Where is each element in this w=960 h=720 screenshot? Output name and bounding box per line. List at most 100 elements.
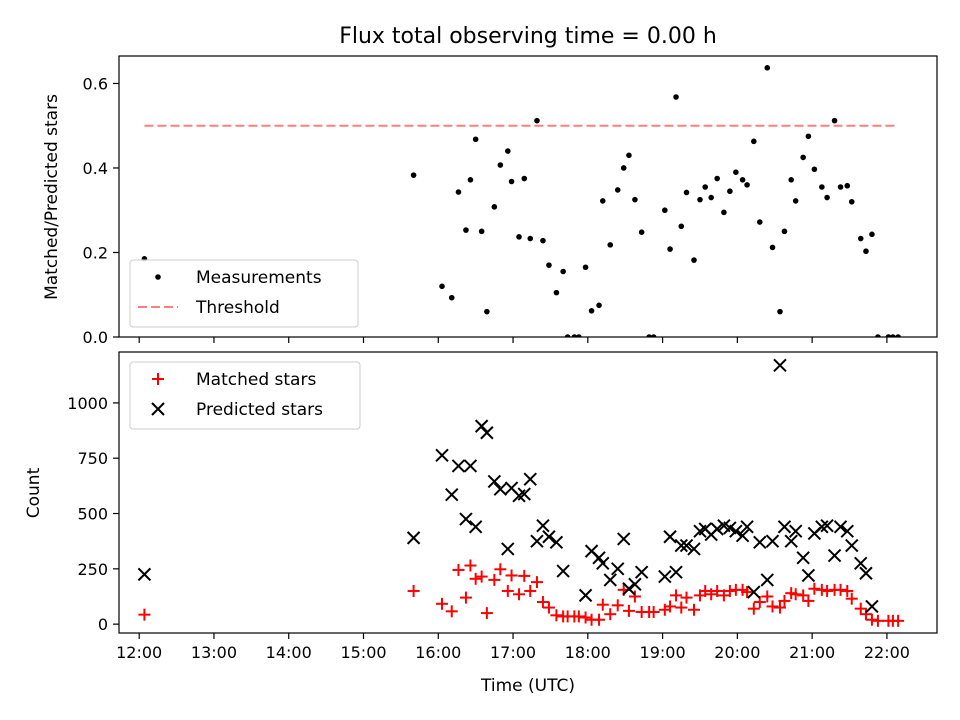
ratio-point-dot <box>744 182 750 188</box>
count-y-tick-label: 500 <box>77 505 108 524</box>
count-point-x-b <box>603 573 617 587</box>
count-point-plus <box>628 590 641 603</box>
count-point-plus <box>871 614 884 627</box>
count-point-x-b <box>729 524 743 538</box>
ratio-point-dot <box>646 334 652 337</box>
count-point-x-b <box>634 565 649 579</box>
count-point-x <box>445 488 459 502</box>
count-point-x-b <box>592 551 606 565</box>
count-point-x <box>729 524 743 538</box>
ratio-legend-label: Threshold <box>195 298 280 318</box>
count-point-plus <box>821 584 834 597</box>
count-point-x-b <box>840 524 854 538</box>
count-point-x-b <box>451 459 466 473</box>
x-tick-label: 17:00 <box>490 643 536 662</box>
ratio-y-axis-label: Matched/Predicted stars <box>42 94 62 300</box>
count-point-x-b <box>487 474 502 489</box>
count-point-x-b <box>760 573 774 587</box>
count-point-x <box>501 542 515 556</box>
ratio-point-dot <box>837 184 844 190</box>
count-point-x <box>833 520 848 534</box>
count-point-x-b <box>445 488 459 502</box>
count-point-x <box>773 358 787 372</box>
count-point-x <box>801 568 816 583</box>
count-point-x-b <box>406 531 421 545</box>
count-point-x <box>406 531 421 545</box>
count-point-plus <box>854 602 867 615</box>
ratio-legend-marker <box>155 274 161 280</box>
count-point-x-b <box>617 532 631 546</box>
ratio-point-dot <box>582 264 589 271</box>
count-point-x-b <box>735 528 750 543</box>
count-point-x <box>865 599 879 614</box>
count-point-x-b <box>833 520 848 534</box>
count-point-x <box>451 459 466 473</box>
count-point-x <box>523 472 537 486</box>
ratio-point-dot <box>626 152 632 159</box>
count-point-plus <box>501 584 514 597</box>
count-y-axis-label: Count <box>24 467 44 518</box>
ratio-point-dot <box>497 162 504 168</box>
count-point-plus <box>530 576 543 589</box>
ratio-point-dot <box>599 198 606 204</box>
ratio-point-dot <box>811 166 818 173</box>
count-point-x-b <box>459 512 473 526</box>
count-point-plus <box>773 601 786 614</box>
ratio-point-dot <box>727 188 733 195</box>
ratio-point-dot <box>410 172 417 178</box>
ratio-point-dot <box>607 242 614 248</box>
x-tick-label: 18:00 <box>565 643 611 662</box>
count-point-plus <box>593 613 606 626</box>
ratio-point-dot <box>448 294 455 301</box>
ratio-point-dot <box>691 257 697 263</box>
ratio-point-dot <box>667 246 673 252</box>
ratio-point-dot <box>620 165 627 171</box>
ratio-point-dot <box>739 177 746 183</box>
count-point-plus <box>524 584 537 597</box>
ratio-point-dot <box>521 175 528 182</box>
count-point-plus <box>604 608 617 621</box>
ratio-point-dot <box>831 117 838 124</box>
ratio-legend-label: Measurements <box>196 268 322 288</box>
ratio-point-dot <box>890 334 896 337</box>
count-point-plus <box>859 608 872 621</box>
count-point-x-b <box>773 358 787 372</box>
count-point-plus <box>808 582 821 595</box>
ratio-point-dot <box>439 283 445 290</box>
count-point-plus <box>841 584 854 597</box>
count-point-x <box>788 524 803 538</box>
ratio-point-dot <box>769 244 776 251</box>
ratio-point-dot <box>553 289 560 296</box>
count-point-x <box>536 518 550 533</box>
count-point-plus <box>459 591 472 604</box>
count-point-x-b <box>549 535 564 549</box>
ratio-point-dot <box>632 196 638 203</box>
count-point-plus <box>723 584 736 597</box>
count-panel: 12:00 13:00 14:00 15:00 16:00 17:00 18:00 19:00… <box>24 351 938 696</box>
ratio-point-dot <box>546 262 552 268</box>
count-point-x-b <box>468 520 483 534</box>
ratio-point-dot <box>534 117 540 124</box>
ratio-point-dot <box>614 187 621 193</box>
count-plot-area <box>137 358 905 627</box>
ratio-point-dot <box>800 154 806 161</box>
count-point-x-b <box>578 588 593 603</box>
count-point-plus <box>505 569 518 582</box>
count-point-x <box>480 426 494 440</box>
count-point-x-b <box>504 481 519 495</box>
count-point-x <box>845 538 859 553</box>
ratio-point-dot <box>756 219 763 225</box>
count-point-x <box>827 548 842 563</box>
count-point-x <box>628 577 642 592</box>
count-point-x-b <box>723 521 737 535</box>
ratio-point-dot <box>875 334 881 337</box>
ratio-point-dot <box>895 334 901 337</box>
ratio-plot-area <box>141 65 901 337</box>
count-point-plus <box>611 599 624 612</box>
count-legend-label: Predicted stars <box>196 400 323 420</box>
count-point-x <box>517 487 531 501</box>
count-point-x-b <box>611 562 625 576</box>
count-point-plus <box>766 600 779 613</box>
ratio-point-dot <box>777 308 783 315</box>
